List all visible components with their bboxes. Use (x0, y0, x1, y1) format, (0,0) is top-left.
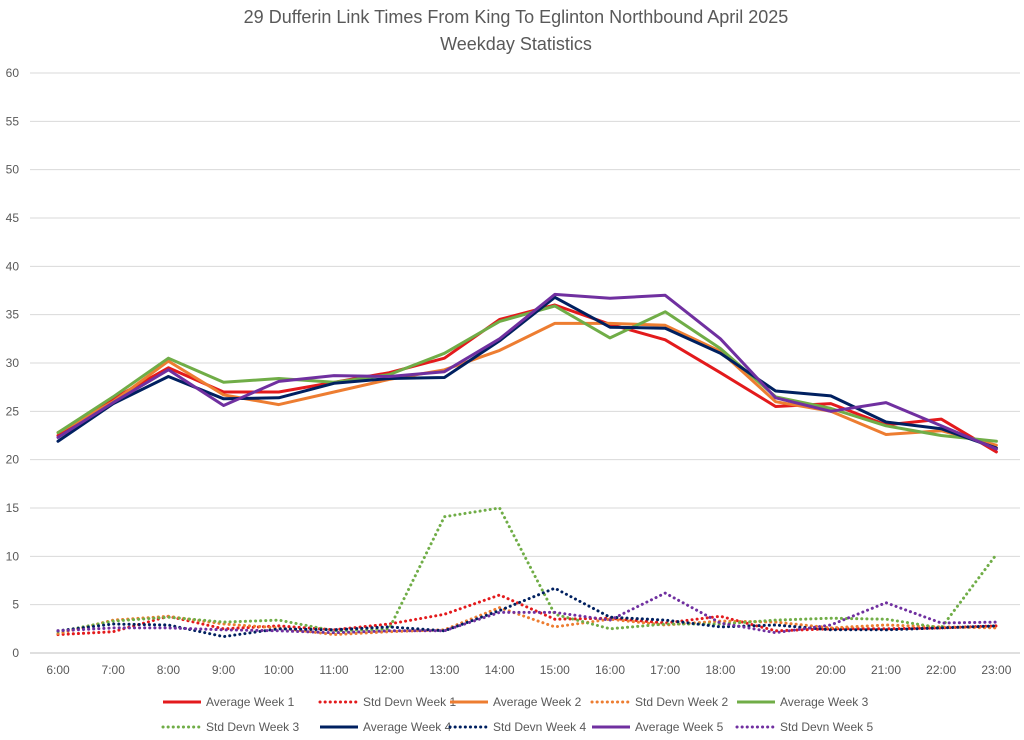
x-tick-label: 18:00 (705, 663, 735, 677)
x-axis-ticks: 6:00 7:00 8:00 9:00 10:00 11:00 12:00 13:00 14:0… (46, 663, 1011, 677)
y-tick-label: 0 (12, 646, 19, 660)
legend-label: Std Devn Week 5 (780, 720, 873, 734)
legend-label: Std Devn Week 2 (635, 695, 728, 709)
y-tick-label: 5 (12, 598, 19, 612)
x-tick-label: 7:00 (102, 663, 126, 677)
y-tick-label: 35 (6, 308, 20, 322)
y-tick-label: 30 (6, 356, 20, 370)
x-tick-label: 21:00 (871, 663, 901, 677)
y-tick-label: 50 (6, 163, 20, 177)
x-tick-label: 13:00 (429, 663, 459, 677)
x-tick-label: 14:00 (485, 663, 515, 677)
y-tick-label: 60 (6, 66, 20, 80)
legend-label: Average Week 3 (780, 695, 869, 709)
chart-title: 29 Dufferin Link Times From King To Egli… (244, 7, 789, 27)
x-tick-label: 12:00 (374, 663, 404, 677)
series-line (56, 292, 998, 451)
series-lines (56, 292, 998, 639)
y-tick-label: 20 (6, 453, 20, 467)
legend-label: Average Week 1 (206, 695, 295, 709)
y-axis-ticks: 0 5 10 15 20 25 30 35 40 45 50 55 60 (6, 66, 20, 660)
x-tick-label: 20:00 (816, 663, 846, 677)
x-tick-label: 17:00 (650, 663, 680, 677)
legend-label: Std Devn Week 3 (206, 720, 299, 734)
x-tick-label: 16:00 (595, 663, 625, 677)
legend: Average Week 1 Std Devn Week 1 Average Wee… (161, 695, 873, 734)
chart-subtitle: Weekday Statistics (440, 34, 592, 54)
series-line (56, 321, 998, 447)
series-line (56, 586, 998, 639)
gridlines (30, 72, 1020, 654)
x-tick-label: 10:00 (264, 663, 294, 677)
y-tick-label: 40 (6, 259, 20, 273)
y-tick-label: 55 (6, 114, 20, 128)
y-tick-label: 15 (6, 501, 20, 515)
legend-label: Average Week 4 (363, 720, 452, 734)
legend-label: Std Devn Week 4 (493, 720, 586, 734)
y-tick-label: 45 (6, 211, 20, 225)
x-tick-label: 22:00 (926, 663, 956, 677)
y-tick-label: 10 (6, 549, 20, 563)
series-line (56, 295, 998, 450)
legend-label: Std Devn Week 1 (363, 695, 456, 709)
x-tick-label: 11:00 (319, 663, 348, 677)
legend-label: Average Week 5 (635, 720, 724, 734)
series-line (56, 591, 998, 635)
x-tick-label: 23:00 (981, 663, 1011, 677)
x-tick-label: 8:00 (157, 663, 181, 677)
x-tick-label: 15:00 (540, 663, 570, 677)
x-tick-label: 9:00 (212, 663, 236, 677)
legend-label: Average Week 2 (493, 695, 582, 709)
y-tick-label: 25 (6, 404, 20, 418)
x-tick-label: 19:00 (761, 663, 791, 677)
series-line (56, 506, 998, 634)
x-tick-label: 6:00 (46, 663, 70, 677)
series-line (56, 593, 998, 637)
